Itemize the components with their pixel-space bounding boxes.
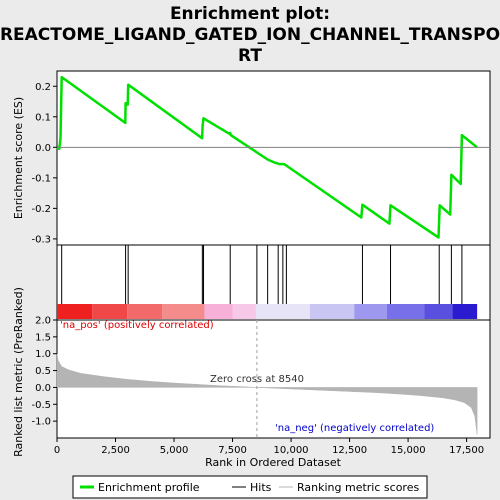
heat-segment-5: [232, 304, 256, 319]
x-tick-label-6: 15,000: [391, 445, 426, 456]
legend-box: [72, 475, 428, 499]
legend-label-hits: Hits: [250, 481, 272, 494]
x-axis-label: Rank in Ordered Dataset: [205, 456, 342, 469]
chart-title-line-1: Enrichment plot:: [170, 4, 330, 24]
heat-segment-2: [127, 304, 163, 319]
neg-label: 'na_neg' (negatively correlated): [275, 423, 434, 434]
x-tick-label-0: 0: [54, 445, 60, 456]
ranking-metric-area: [56, 320, 478, 438]
metric-y-tick-label-1: -0.5: [31, 400, 51, 411]
metric-y-tick-label-0: -1.0: [31, 417, 51, 428]
heat-segment-11: [452, 304, 478, 319]
es-y-tick-label-3: 0.0: [35, 143, 51, 154]
heat-segment-4: [204, 304, 233, 319]
heat-segment-1: [92, 304, 128, 319]
heat-segment-9: [387, 304, 425, 319]
metric-y-tick-label-4: 1.0: [35, 349, 51, 360]
ranking-metric-area-path: [56, 353, 478, 435]
enrichment-profile-series: [56, 75, 478, 239]
y-axis-label-metric: Ranked list metric (PreRanked): [12, 287, 25, 457]
heat-band: [57, 304, 478, 319]
axes: -0.3 -0.2 -0.1 0.0 0.1 0.2 -1.0 -0.5 0.0 0.5 1.0 1.…: [31, 82, 490, 456]
metric-y-tick-label-3: 0.5: [35, 366, 51, 377]
metric-y-tick-label-6: 2.0: [35, 316, 51, 327]
metric-panel: [56, 319, 491, 439]
metric-y-tick-label-2: 0.0: [35, 383, 51, 394]
heat-segment-0: [57, 304, 93, 319]
x-tick-label-2: 5,000: [160, 445, 189, 456]
enrichment-profile-line: [56, 75, 478, 239]
x-tick-label-3: 7,500: [218, 445, 247, 456]
pos-label: 'na_pos' (positively correlated): [60, 320, 214, 331]
es-y-tick-label-2: -0.1: [31, 173, 51, 184]
x-tick-label-4: 10,000: [274, 445, 309, 456]
chart-title-line-2: REACTOME_LIGAND_GATED_ION_CHANNEL_TRANSP…: [0, 25, 500, 45]
y-axis-label-es: Enrichment score (ES): [12, 97, 25, 219]
metric-y-tick-label-5: 1.5: [35, 332, 51, 343]
chart-title-line-3: RT: [238, 46, 262, 66]
es-y-tick-label-0: -0.3: [31, 234, 51, 245]
heat-segment-8: [354, 304, 388, 319]
x-tick-label-7: 17,500: [449, 445, 484, 456]
es-y-tick-label-4: 0.1: [35, 112, 51, 123]
heat-segment-6: [255, 304, 310, 319]
legend: Enrichment profile Hits Ranking metric s…: [72, 475, 428, 499]
hits-series: [61, 245, 463, 304]
x-tick-label-5: 12,500: [332, 445, 367, 456]
heat-segment-7: [309, 304, 355, 319]
x-tick-label-1: 2,500: [101, 445, 130, 456]
es-y-tick-label-1: -0.2: [31, 204, 51, 215]
zero-cross-label: Zero cross at 8540: [210, 374, 304, 385]
legend-label-profile: Enrichment profile: [98, 481, 200, 494]
es-y-tick-label-5: 0.2: [35, 82, 51, 93]
heat-segment-10: [424, 304, 453, 319]
heat-segment-3: [162, 304, 205, 319]
es-panel: [56, 70, 491, 246]
legend-label-metric: Ranking metric scores: [297, 481, 419, 494]
